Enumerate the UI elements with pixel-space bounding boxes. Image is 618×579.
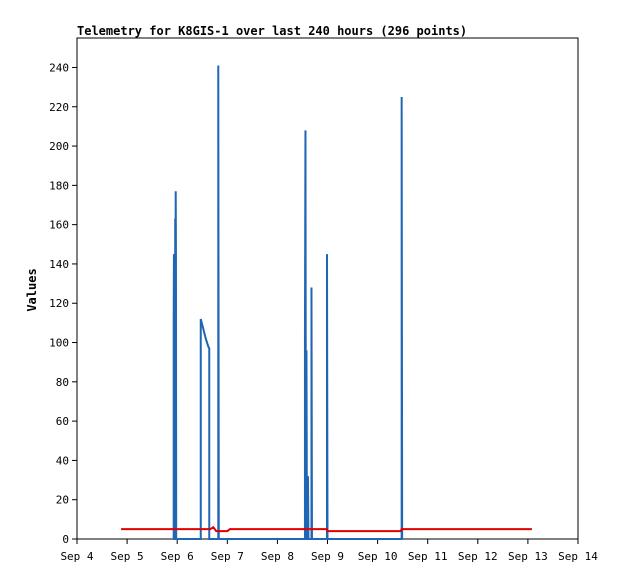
y-tick-label: 160 (49, 219, 69, 232)
x-axis: Sep 4 Sep 5 Sep 6 Sep 7 Sep 8 Sep 9 Sep 10 Sep … (60, 539, 598, 563)
x-tick-label: Sep 7 (211, 550, 244, 563)
x-tick-label: Sep 13 (508, 550, 548, 563)
x-tick-label: Sep 9 (311, 550, 344, 563)
y-axis-label: Values (25, 268, 39, 311)
x-tick-label: Sep 6 (161, 550, 194, 563)
series-line-red (121, 525, 532, 533)
y-axis: 0 20 40 60 80 100 120 140 160 180 200 220 240 (49, 61, 77, 546)
y-tick-label: 120 (49, 297, 69, 310)
y-tick-label: 20 (56, 494, 69, 507)
x-tick-label: Sep 12 (458, 550, 498, 563)
series-layer (121, 65, 532, 540)
x-tick-label: Sep 10 (358, 550, 398, 563)
x-tick-label: Sep 8 (261, 550, 294, 563)
y-tick-label: 240 (49, 61, 69, 74)
y-tick-label: 60 (56, 415, 69, 428)
x-tick-label: Sep 14 (558, 550, 598, 563)
y-tick-label: 0 (62, 533, 69, 546)
y-tick-label: 220 (49, 101, 69, 114)
y-tick-label: 200 (49, 140, 69, 153)
x-tick-label: Sep 11 (408, 550, 448, 563)
y-tick-label: 80 (56, 376, 69, 389)
series-line-blue (172, 65, 404, 540)
x-tick-label: Sep 5 (111, 550, 144, 563)
y-tick-label: 100 (49, 337, 69, 350)
y-tick-label: 40 (56, 454, 69, 467)
y-tick-label: 140 (49, 258, 69, 271)
chart-title: Telemetry for K8GIS-1 over last 240 hour… (77, 24, 467, 38)
y-tick-label: 180 (49, 179, 69, 192)
x-tick-label: Sep 4 (60, 550, 93, 563)
